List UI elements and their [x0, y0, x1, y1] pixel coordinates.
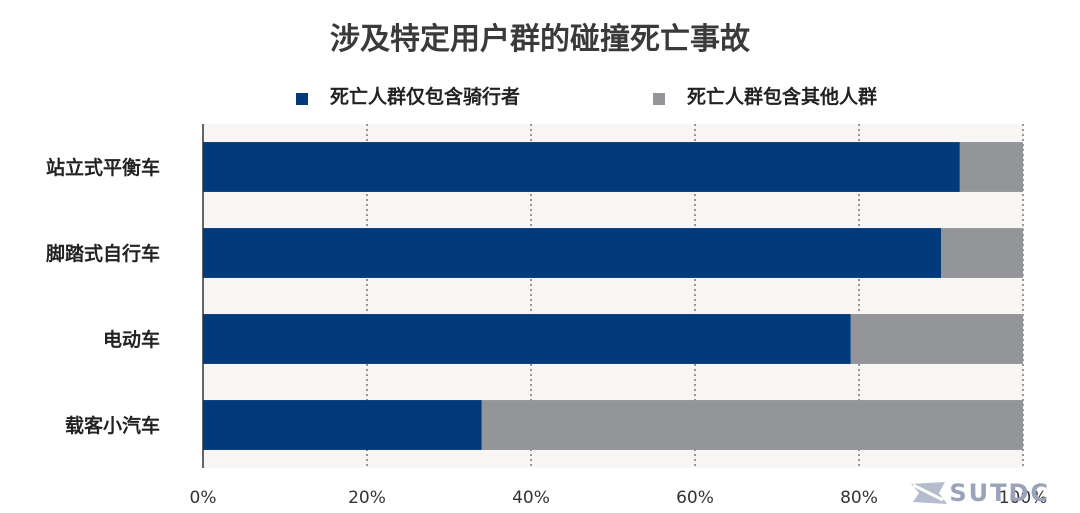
bar-segment-cyclist: [203, 228, 941, 278]
legend-item-cyclist: 死亡人群仅包含骑行者: [296, 82, 520, 109]
bar-segment-cyclist: [203, 314, 851, 364]
legend-label-other: 死亡人群包含其他人群: [687, 86, 878, 108]
legend-item-other: 死亡人群包含其他人群: [653, 82, 877, 109]
watermark: SUTDC: [909, 479, 1050, 507]
chart-title: 涉及特定用户群的碰撞死亡事故: [330, 22, 750, 57]
bar-segment-other: [959, 142, 1023, 192]
y-category-label: 电动车: [103, 328, 160, 351]
x-tick-label: 60%: [676, 488, 714, 508]
legend-swatch-cyclist: [296, 92, 308, 105]
legend: 死亡人群仅包含骑行者 死亡人群包含其他人群: [0, 82, 1080, 110]
legend-label-cyclist: 死亡人群仅包含骑行者: [330, 86, 521, 108]
legend-swatch-other: [653, 92, 665, 105]
x-tick-label: 100%: [999, 488, 1048, 508]
x-tick-label: 40%: [512, 488, 550, 508]
x-tick-label: 0%: [190, 488, 217, 508]
y-category-label: 脚踏式自行车: [46, 242, 160, 265]
y-category-label: 站立式平衡车: [46, 156, 160, 179]
bar-segment-cyclist: [203, 400, 482, 450]
bar-segment-other: [941, 228, 1023, 278]
bar-segment-cyclist: [203, 142, 960, 192]
x-tick-label: 80%: [840, 488, 878, 508]
x-tick-label: 20%: [348, 488, 386, 508]
bar-segment-other: [481, 400, 1023, 450]
sutdc-logo-icon: [911, 482, 948, 504]
watermark-text: SUTDC: [949, 479, 1050, 507]
y-category-label: 载客小汽车: [65, 414, 160, 437]
bar-segment-other: [850, 314, 1023, 364]
